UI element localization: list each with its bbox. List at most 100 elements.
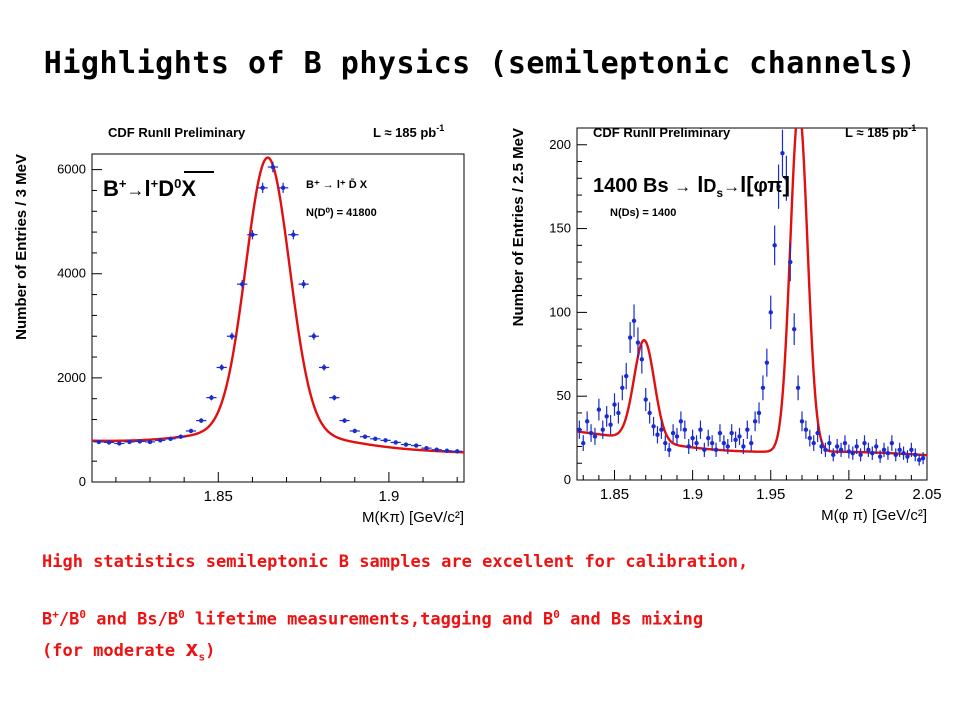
y-tick-label: 0 <box>564 472 571 487</box>
x-tick-label: 1.85 <box>204 488 233 505</box>
data-point <box>752 411 758 432</box>
data-point <box>612 393 617 416</box>
data-point <box>749 435 754 451</box>
plot-header-left: CDF RunII Preliminary <box>593 125 731 140</box>
plot-frame <box>91 153 465 483</box>
data-point <box>196 418 207 423</box>
data-point <box>278 182 289 193</box>
data-point <box>729 424 734 442</box>
data-point <box>854 438 859 454</box>
data-point <box>584 411 590 432</box>
y-tick-label: 150 <box>549 221 571 236</box>
data-point <box>874 438 879 454</box>
data-point <box>901 446 906 460</box>
d0-mass-plot: CDF RunII Preliminary L ≈ 185 pb-1 0 2000 40… <box>13 123 465 526</box>
plot-header-luminosity: L ≈ 185 pb-1 <box>373 123 444 140</box>
data-point <box>288 230 299 240</box>
data-point <box>329 394 340 401</box>
data-point <box>682 420 688 439</box>
data-point <box>686 438 691 454</box>
data-point <box>831 448 836 462</box>
caption-lines-2-3: B+/B0 and Bs/B0 lifetime measurements,ta… <box>42 608 704 664</box>
data-point <box>706 429 711 447</box>
data-point <box>155 438 166 443</box>
data-point <box>803 420 809 439</box>
x-tick-label: 2 <box>845 486 853 503</box>
y-tick-label: 4000 <box>57 266 86 281</box>
data-point <box>690 429 695 447</box>
x-tick-label: 2.05 <box>912 486 941 503</box>
x-tick-label: 1.95 <box>756 486 785 503</box>
data-point <box>913 448 918 462</box>
x-axis-label: M(φ π) [GeV/c²] <box>821 507 927 524</box>
data-point <box>93 439 104 445</box>
plot-header-luminosity: L ≈ 185 pb-1 <box>845 123 916 140</box>
data-point <box>897 442 902 457</box>
data-point <box>359 434 371 439</box>
data-point <box>745 420 750 439</box>
data-point <box>370 436 381 441</box>
plot-header-left: CDF RunII Preliminary <box>108 125 246 140</box>
data-point <box>349 428 360 434</box>
data-point <box>624 362 629 390</box>
data-point <box>651 416 656 436</box>
data-point <box>780 129 785 177</box>
data-point <box>756 402 762 424</box>
data-point <box>175 434 186 439</box>
data-point <box>639 345 645 374</box>
data-point <box>823 442 828 457</box>
data-point <box>670 424 676 442</box>
data-point <box>339 418 350 423</box>
data-point <box>298 279 309 289</box>
data-point <box>627 322 633 353</box>
data-point <box>737 427 742 445</box>
data-point <box>858 448 863 462</box>
data-point <box>185 428 197 434</box>
x-tick-label: 1.85 <box>600 486 629 503</box>
data-point <box>620 375 625 401</box>
data-point <box>889 435 895 451</box>
data-point <box>768 295 773 330</box>
data-point <box>760 375 766 401</box>
data-point <box>885 446 891 460</box>
data-point <box>165 436 176 441</box>
data-point <box>702 442 707 457</box>
data-point <box>581 435 586 451</box>
data-point <box>674 427 680 445</box>
data-point <box>431 447 442 452</box>
data-point <box>916 454 922 466</box>
decay-overlay-label: B+→l+D0X <box>103 176 196 201</box>
data-point <box>247 230 258 240</box>
data-point <box>678 411 684 432</box>
y-tick-label: 2000 <box>57 370 86 385</box>
data-point <box>216 364 227 371</box>
data-point <box>655 426 660 444</box>
y-tick-label: 50 <box>557 388 571 403</box>
data-point <box>772 225 777 266</box>
y-tick-label: 0 <box>79 474 86 489</box>
plot-frame <box>576 127 928 481</box>
data-point <box>206 394 217 401</box>
data-point <box>807 429 813 447</box>
data-point <box>741 438 746 454</box>
data-point <box>713 442 719 457</box>
y-axis-label: Number of Entries / 3 MeV <box>13 154 30 340</box>
x-tick-label: 1.9 <box>682 486 703 503</box>
data-point <box>846 444 852 459</box>
data-point <box>577 420 582 439</box>
data-point <box>318 364 330 371</box>
data-point <box>905 450 910 463</box>
data-point <box>596 398 602 421</box>
data-point <box>866 442 871 457</box>
y-tick-label: 200 <box>549 137 571 152</box>
x-axis-label: M(Kπ) [GeV/c²] <box>362 509 464 526</box>
data-point <box>114 441 125 446</box>
data-point <box>647 402 652 424</box>
data-point <box>421 445 432 451</box>
y-axis-label: Number of Entries / 2.5 MeV <box>510 128 527 326</box>
data-point <box>799 411 805 432</box>
data-point <box>400 442 412 447</box>
data-point <box>441 448 453 453</box>
data-point <box>308 332 319 340</box>
legend-decay: B⁺ → l⁺ D̄ X <box>306 179 368 191</box>
